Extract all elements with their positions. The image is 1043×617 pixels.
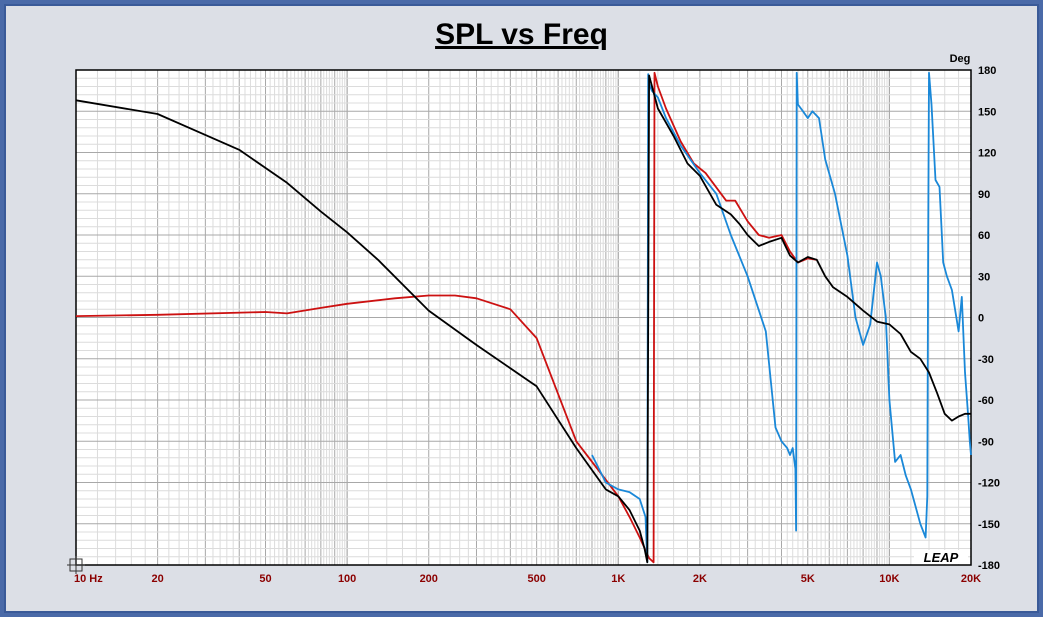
- x-tick-label: 50: [259, 573, 271, 585]
- series-line-1: [75, 71, 817, 564]
- y-tick-label: -180: [978, 560, 1000, 572]
- x-tick-label: 100: [338, 573, 356, 585]
- x-tick-label: 5K: [801, 573, 815, 585]
- y-tick-label: -90: [978, 436, 994, 448]
- y-tick-label: 30: [978, 271, 990, 283]
- x-tick-label: 2K: [693, 573, 707, 585]
- x-tick-label: 20: [151, 573, 163, 585]
- tick-labels: 10 Hz 20 50 100 200 500 1K 2K 5K 10K 20K 180 150 120 9…: [67, 53, 1000, 585]
- y-tick-label: -30: [978, 354, 994, 366]
- series-line-0: [75, 74, 971, 564]
- series-layer: [75, 71, 972, 564]
- plot-border: [75, 69, 972, 566]
- y-tick-label: -120: [978, 478, 1000, 490]
- y-tick-label: 90: [978, 189, 990, 201]
- x-tick-label: 10 Hz: [74, 573, 103, 585]
- y-tick-label: -60: [978, 395, 994, 407]
- x-tick-label: 20K: [961, 573, 981, 585]
- leap-logo: LEAP: [924, 550, 959, 565]
- x-tick-label: 1K: [611, 573, 625, 585]
- y-tick-label: 120: [978, 148, 996, 160]
- y-tick-label: 180: [978, 65, 996, 77]
- x-tick-label: 200: [420, 573, 438, 585]
- y-axis-unit-label: Deg: [950, 53, 971, 65]
- chart-title: SPL vs Freq: [435, 18, 608, 51]
- series-line-2: [591, 71, 972, 564]
- x-tick-label: 10K: [879, 573, 899, 585]
- logo-background: [914, 550, 968, 564]
- grid: [75, 69, 972, 566]
- y-tick-label: 60: [978, 230, 990, 242]
- y-tick-label: 0: [978, 313, 984, 325]
- x-tick-label: 500: [527, 573, 545, 585]
- y-tick-label: 150: [978, 106, 996, 118]
- y-tick-label: -150: [978, 519, 1000, 531]
